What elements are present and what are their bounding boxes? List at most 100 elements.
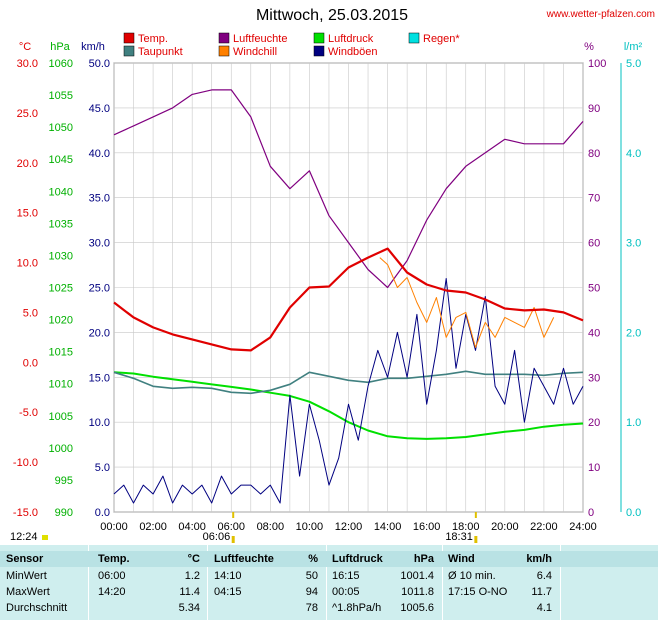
legend-swatch-5 — [218, 45, 230, 57]
rain-unit: l/m² — [624, 41, 643, 53]
x-tick-8: 16:00 — [413, 521, 441, 533]
x-tick-6: 12:00 — [335, 521, 363, 533]
x-tick-12: 24:00 — [569, 521, 597, 533]
axes: 30.0 25.0 20.0 15.0 10.0 5.0 0.0 -5.0 -10.0 -15.0… — [13, 58, 641, 533]
table-cell: 94 — [305, 586, 318, 598]
humidity-tick-4: 60 — [588, 238, 600, 250]
legend-label-1: Luftfeuchte — [233, 33, 287, 45]
rain-tick-3: 2.0 — [626, 327, 641, 339]
table-cell: 00:05 — [332, 586, 360, 598]
legend-label-2: Luftdruck — [328, 33, 374, 45]
table-header-cell: Wind — [448, 553, 475, 565]
legend-label-6: Windböen — [328, 46, 378, 58]
pressure-tick-5: 1035 — [49, 218, 73, 230]
table-row: Durchschnitt 5.34 78 ^1.8hPa/h 1005.6 4.1 — [0, 600, 658, 616]
wind-tick-1: 45.0 — [89, 103, 110, 115]
x-tick-4: 08:00 — [257, 521, 285, 533]
temp-tick-5: 5.0 — [23, 307, 38, 319]
table-cell: 04:15 — [214, 586, 242, 598]
rain-tick-2: 3.0 — [626, 238, 641, 250]
grid — [113, 62, 584, 513]
series-taupunkt — [113, 370, 584, 395]
wind-tick-8: 10.0 — [89, 417, 110, 429]
table-cell: MaxWert — [6, 586, 50, 598]
x-tick-2: 04:00 — [178, 521, 206, 533]
pressure-tick-0: 1060 — [49, 58, 73, 70]
temp-tick-3: 15.0 — [17, 208, 38, 220]
table-cell: 1011.8 — [401, 586, 434, 598]
wind-tick-6: 20.0 — [89, 327, 110, 339]
x-tick-0: 00:00 — [100, 521, 128, 533]
table-cell: 50 — [305, 570, 318, 582]
table-header-cell: Sensor — [6, 553, 44, 565]
table-cell: 1005.6 — [400, 602, 434, 614]
table-header-cell: Temp. — [98, 553, 130, 565]
pressure-tick-6: 1030 — [49, 250, 73, 262]
temp-tick-1: 25.0 — [17, 108, 38, 120]
series-luftfeuchte — [113, 89, 584, 289]
wind-tick-3: 35.0 — [89, 193, 110, 205]
legend-swatch-6 — [313, 45, 325, 57]
temp-tick-8: -10.0 — [13, 457, 38, 469]
site-link[interactable]: www.wetter-pfalzen.com — [546, 9, 655, 20]
pressure-unit: hPa — [50, 41, 70, 53]
temp-tick-7: -5.0 — [19, 407, 38, 419]
series-temp — [113, 247, 584, 352]
series-layer — [113, 89, 584, 504]
table-cell: 5.34 — [178, 602, 200, 614]
table-cell: 17:15 O-NO — [448, 586, 508, 598]
table-cell: Ø 10 min. — [448, 570, 496, 582]
humidity-tick-9: 10 — [588, 462, 600, 474]
table-row: MaxWert 14:20 11.4 04:15 94 00:05 1011.8 17:15 … — [0, 584, 658, 600]
rain-tick-5: 0.0 — [626, 507, 641, 519]
table-header-cell: hPa — [413, 553, 434, 565]
pressure-tick-12: 1000 — [49, 443, 73, 455]
table-cell: MinWert — [6, 570, 47, 582]
pressure-tick-10: 1010 — [49, 379, 73, 391]
table-header-cell: Luftdruck — [332, 553, 383, 565]
pressure-tick-2: 1050 — [49, 122, 73, 134]
x-tick-1: 02:00 — [139, 521, 167, 533]
daylength-label: 12:24 — [10, 531, 38, 543]
series-windben — [113, 278, 584, 504]
rain-tick-1: 4.0 — [626, 148, 641, 160]
wind-tick-2: 40.0 — [89, 148, 110, 160]
wind-tick-5: 25.0 — [89, 283, 110, 295]
humidity-unit: % — [584, 41, 594, 53]
pressure-tick-9: 1015 — [49, 347, 73, 359]
legend-swatch-3 — [408, 32, 420, 44]
stats-table: Sensor Temp. °C Luftfeuchte% Luftdruck hPa Win… — [0, 545, 658, 620]
legend-swatch-2 — [313, 32, 325, 44]
sunrise-label: 06:06 — [203, 531, 231, 543]
table-cell: 16:15 — [332, 570, 360, 582]
pressure-tick-13: 995 — [55, 475, 73, 487]
humidity-tick-3: 70 — [588, 193, 600, 205]
table-cell: 1001.4 — [400, 570, 434, 582]
legend-swatch-0 — [123, 32, 135, 44]
pressure-tick-14: 990 — [55, 507, 73, 519]
table-cell: Durchschnitt — [6, 602, 68, 614]
humidity-tick-5: 50 — [588, 283, 600, 295]
table-cell: 4.1 — [536, 602, 552, 614]
humidity-tick-6: 40 — [588, 327, 600, 339]
wind-tick-4: 30.0 — [89, 238, 110, 250]
table-cell: 11.7 — [531, 586, 552, 598]
pressure-tick-4: 1040 — [49, 186, 73, 198]
pressure-tick-7: 1025 — [49, 283, 73, 295]
legend-swatch-1 — [218, 32, 230, 44]
x-tick-5: 10:00 — [296, 521, 324, 533]
humidity-tick-10: 0 — [588, 507, 594, 519]
table-cell: 14:20 — [98, 586, 126, 598]
temp-tick-4: 10.0 — [17, 258, 38, 270]
weather-chart: Mittwoch, 25.03.2015 www.wetter-pfalzen.… — [10, 7, 655, 543]
rain-tick-0: 5.0 — [626, 58, 641, 70]
wind-tick-7: 15.0 — [89, 372, 110, 384]
sun-markers: 06:06 18:31 12:24 — [10, 512, 478, 543]
table-cell: 11.4 — [179, 586, 200, 598]
table-cell: 06:00 — [98, 570, 126, 582]
legend-label-3: Regen* — [423, 33, 460, 45]
x-tick-11: 22:00 — [530, 521, 558, 533]
temp-unit: °C — [19, 41, 31, 53]
table-cell: 1.2 — [184, 570, 200, 582]
x-tick-10: 20:00 — [491, 521, 519, 533]
